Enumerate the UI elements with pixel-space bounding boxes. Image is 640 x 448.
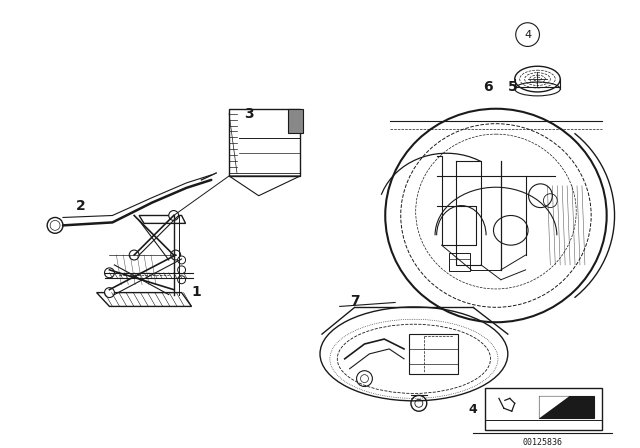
Bar xyxy=(289,109,303,134)
Bar xyxy=(229,109,300,176)
Text: 1: 1 xyxy=(191,284,202,299)
Circle shape xyxy=(104,288,115,297)
Text: 2: 2 xyxy=(76,198,86,213)
Text: 7: 7 xyxy=(350,294,360,309)
Circle shape xyxy=(178,266,186,274)
Bar xyxy=(409,334,458,374)
Bar xyxy=(485,388,602,430)
Text: 6: 6 xyxy=(483,80,493,94)
Circle shape xyxy=(104,268,115,278)
Text: 00125836: 00125836 xyxy=(522,438,563,447)
Circle shape xyxy=(178,276,186,284)
Polygon shape xyxy=(540,396,594,418)
Polygon shape xyxy=(540,396,569,418)
Text: 4: 4 xyxy=(524,30,531,39)
Text: 3: 3 xyxy=(244,107,253,121)
Text: 4: 4 xyxy=(469,403,477,416)
Circle shape xyxy=(129,250,139,260)
Circle shape xyxy=(171,250,180,260)
Circle shape xyxy=(169,211,179,220)
Text: 5: 5 xyxy=(508,80,518,94)
Circle shape xyxy=(178,256,186,264)
Bar xyxy=(449,253,470,271)
